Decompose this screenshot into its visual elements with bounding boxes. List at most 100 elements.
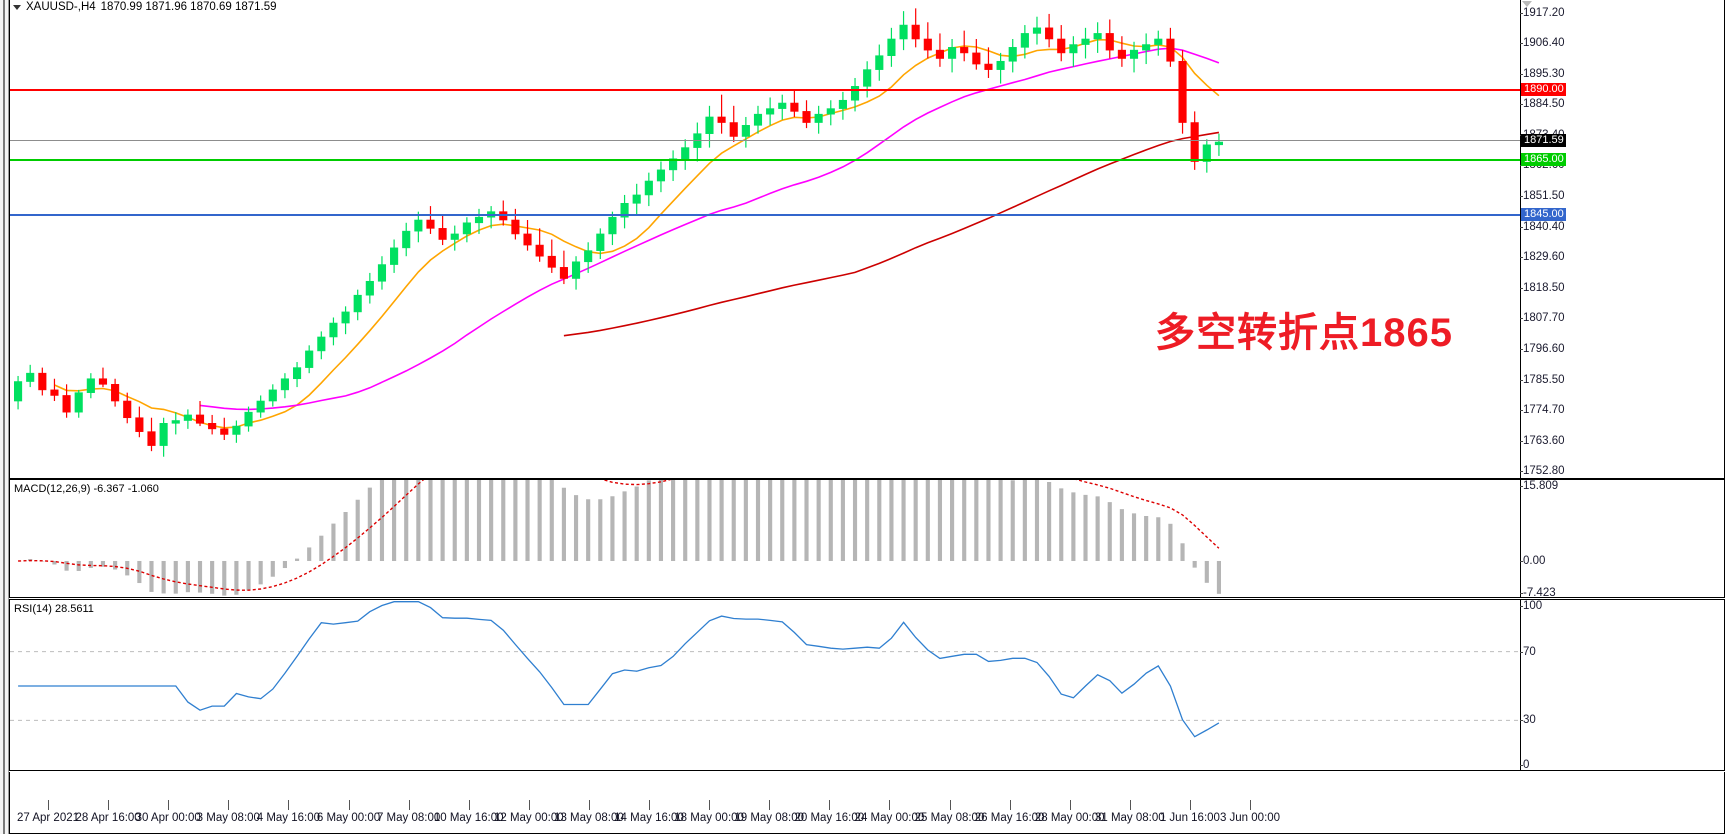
candle [729, 105, 738, 143]
macd-tick-label: -7.423 [1520, 587, 1556, 598]
candle [1117, 36, 1126, 67]
price-tick-label: 1785.50 [1520, 374, 1565, 387]
candle [1129, 41, 1139, 73]
candle [547, 239, 556, 273]
time-tick-label: 28 May 00:00 [1034, 812, 1105, 824]
time-tick-label: 3 May 08:00 [196, 812, 260, 824]
candle [195, 401, 205, 427]
price-tick-label: 1917.20 [1520, 7, 1565, 20]
candle [220, 417, 229, 441]
level-tag-lower-support: 1845.00 [1521, 208, 1566, 222]
candle [74, 389, 83, 418]
candle [923, 22, 932, 59]
macd-indicator-panel[interactable]: MACD(12,26,9) -6.367 -1.060 15.809 0.00 -7… [9, 479, 1725, 598]
macd-plot-area[interactable] [10, 480, 1520, 597]
candle [462, 217, 471, 243]
rsi-indicator-panel[interactable]: RSI(14) 28.5611 100 70 30 0 [9, 599, 1725, 771]
ma-mid-line [199, 47, 1220, 411]
candle [948, 38, 957, 73]
candle [1142, 33, 1151, 65]
time-tick-label: 3 Jun 00:00 [1219, 812, 1281, 824]
candle [402, 222, 411, 257]
candle [1081, 27, 1090, 59]
time-tick-label: 14 May 16:00 [614, 812, 684, 824]
candle [669, 150, 678, 182]
time-tick-label: 12 May 00:00 [493, 812, 564, 824]
macd-label: MACD(12,26,9) -6.367 -1.060 [14, 483, 159, 495]
price-plot-area[interactable] [10, 0, 1520, 478]
price-tick-label: 1774.70 [1520, 404, 1565, 417]
candle [171, 412, 180, 435]
macd-series [18, 480, 1222, 596]
candle [887, 27, 896, 67]
candle [1166, 27, 1175, 67]
candle [644, 172, 653, 207]
candle [1020, 25, 1029, 59]
candle [559, 250, 568, 285]
rsi-tick-label: 70 [1520, 645, 1536, 658]
candle [1032, 16, 1042, 45]
candle [450, 225, 459, 251]
candle [123, 392, 132, 424]
candle [1214, 133, 1223, 156]
candle [717, 94, 726, 134]
collapse-chevron-icon[interactable] [1522, 1, 1532, 7]
candle [1008, 38, 1017, 73]
candle [802, 100, 811, 129]
price-tick-label: 1807.70 [1520, 312, 1565, 325]
time-tick-mark [649, 800, 650, 810]
level-line-lower-support[interactable] [10, 214, 1520, 217]
time-tick-mark [1189, 800, 1191, 810]
candle [596, 228, 605, 259]
time-tick-label: 20 May 16:00 [794, 812, 865, 824]
rsi-tick-label: 100 [1519, 600, 1543, 612]
price-tick-label: 1796.60 [1520, 343, 1565, 356]
candle [535, 228, 544, 262]
candle [1178, 50, 1187, 134]
time-tick-mark [769, 800, 771, 810]
candle [972, 38, 981, 70]
price-chart-panel[interactable]: 1917.201906.401895.301884.501873.401862.… [9, 0, 1725, 479]
time-axis[interactable]: 27 Apr 2021 28 Apr 16:00 30 Apr 00:00 3 May… [9, 772, 1725, 834]
candle [766, 97, 775, 126]
time-tick-mark [528, 800, 530, 810]
candle [1154, 30, 1163, 56]
candle [899, 11, 908, 51]
price-axis[interactable]: 1917.201906.401895.301884.501873.401862.… [1520, 0, 1724, 478]
price-tick-label: 1752.80 [1520, 465, 1565, 478]
time-tick-label: 13 May 08:00 [554, 812, 624, 824]
candle [875, 44, 884, 81]
candle [292, 362, 302, 388]
candle [584, 242, 593, 273]
candle [244, 406, 253, 432]
candle [414, 211, 423, 243]
level-line-resistance[interactable] [10, 89, 1520, 92]
rsi-tick-label: 0 [1519, 759, 1530, 771]
candle [474, 208, 484, 234]
time-tick-label: 31 May 08:00 [1094, 812, 1165, 824]
candle [353, 289, 362, 321]
level-tag-support: 1865.00 [1521, 152, 1566, 166]
candle [390, 239, 399, 273]
time-tick-mark [1250, 800, 1251, 810]
candle [38, 367, 47, 396]
candle [838, 91, 847, 120]
time-tick-label: 27 Apr 2021 [16, 812, 80, 824]
candle [863, 61, 872, 98]
candle [438, 214, 447, 246]
price-tick-label: 1851.50 [1520, 190, 1565, 203]
time-tick-label: 7 May 08:00 [376, 812, 441, 824]
rsi-plot-area[interactable] [10, 600, 1520, 770]
candle [608, 211, 617, 246]
time-tick-mark [168, 800, 170, 810]
chevron-down-icon[interactable] [13, 4, 21, 10]
time-tick-mark [588, 800, 590, 810]
chart-annotation-text[interactable]: 多空转折点1865 [1155, 311, 1453, 355]
candle [341, 306, 350, 335]
candle [984, 47, 993, 78]
time-tick-mark [829, 800, 831, 810]
level-line-support[interactable] [10, 158, 1520, 161]
ohlc-values: 1870.99 1871.96 1870.69 1871.59 [100, 1, 277, 13]
price-tick-label: 1906.40 [1520, 37, 1565, 50]
